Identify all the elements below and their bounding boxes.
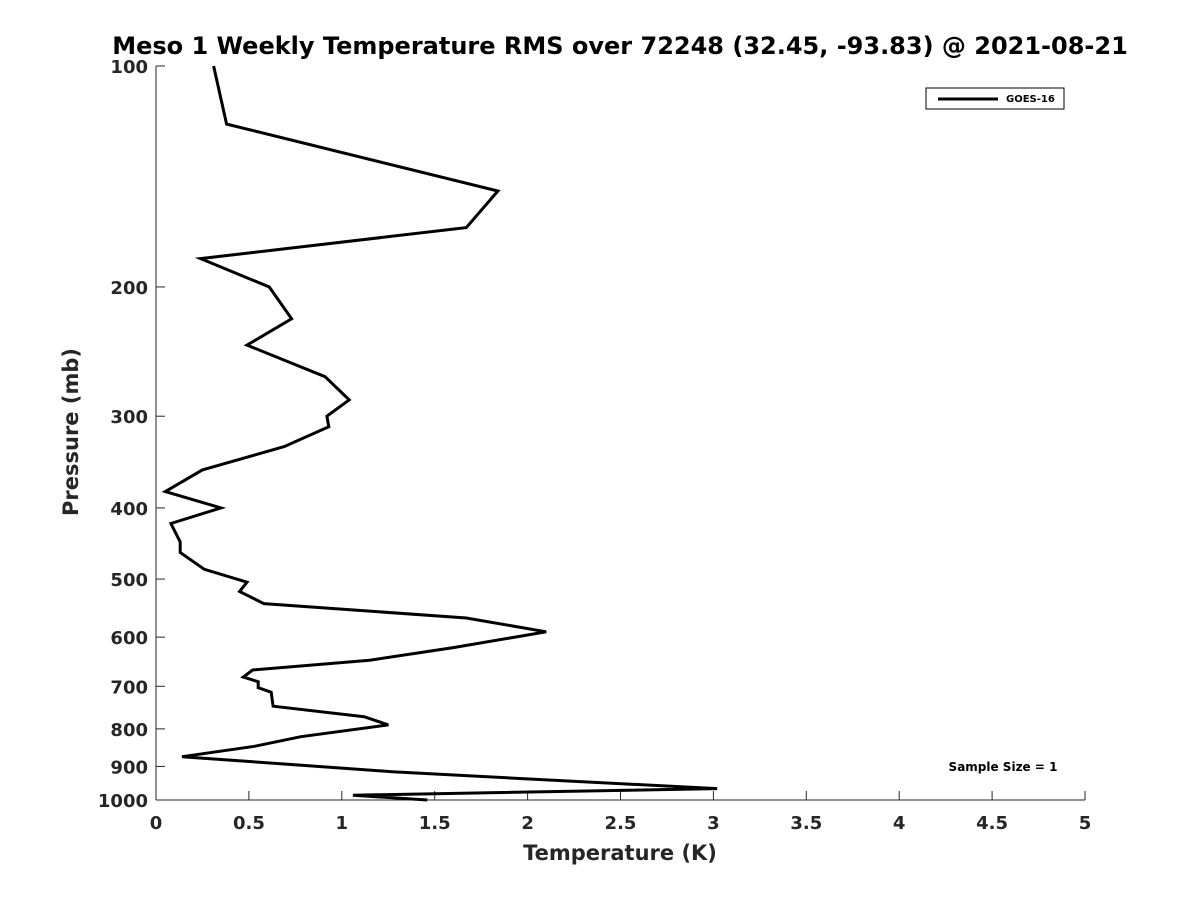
x-tick-label: 4.5: [976, 813, 1008, 834]
y-tick-label: 900: [110, 757, 148, 778]
y-axis-label: Pressure (mb): [59, 348, 83, 516]
x-axis-label: Temperature (K): [523, 841, 717, 865]
y-tick-label: 700: [110, 677, 148, 698]
x-axis: 0 0.5 1 1.5 2 2.5 3 3.5 4 4.5 5: [150, 791, 1092, 834]
y-tick-label: 600: [110, 628, 148, 649]
x-tick-label: 2.5: [605, 813, 637, 834]
series-line-goes-16: [161, 65, 718, 802]
y-tick-label: 400: [110, 499, 148, 520]
sample-size-annotation: Sample Size = 1: [949, 760, 1058, 774]
legend: GOES-16: [925, 87, 1065, 110]
chart-title: Meso 1 Weekly Temperature RMS over 72248…: [112, 32, 1128, 60]
y-tick-label: 100: [110, 57, 148, 78]
plot-area: [155, 66, 1085, 801]
x-tick-label: 4: [893, 813, 906, 834]
series-layer: [161, 65, 718, 802]
y-tick-label: 500: [110, 570, 148, 591]
y-tick-label: 800: [110, 720, 148, 741]
y-tick-label: 200: [110, 278, 148, 299]
y-tick-label: 1000: [98, 791, 148, 812]
x-tick-label: 0: [150, 813, 163, 834]
x-tick-label: 3: [707, 813, 720, 834]
x-tick-label: 1: [336, 813, 349, 834]
x-tick-label: 3.5: [790, 813, 822, 834]
legend-series-label: GOES-16: [1006, 94, 1055, 105]
x-tick-label: 2: [521, 813, 534, 834]
x-tick-label: 1.5: [419, 813, 451, 834]
x-tick-label: 5: [1079, 813, 1092, 834]
y-axis: 100 200 300 400 500 600 700 800 900 1000: [98, 57, 165, 812]
y-tick-label: 300: [110, 407, 148, 428]
x-tick-label: 0.5: [233, 813, 265, 834]
